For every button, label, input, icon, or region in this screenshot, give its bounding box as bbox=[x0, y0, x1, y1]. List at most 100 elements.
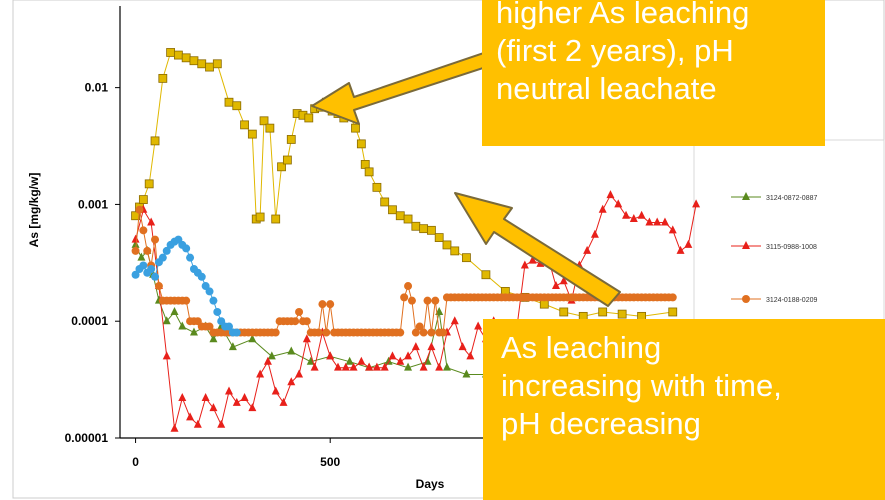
data-point bbox=[271, 386, 280, 395]
data-point bbox=[380, 197, 390, 207]
data-point bbox=[614, 199, 623, 208]
data-point bbox=[144, 179, 154, 189]
data-point bbox=[263, 356, 272, 365]
data-point bbox=[341, 362, 350, 371]
data-point bbox=[411, 221, 421, 231]
data-point bbox=[259, 116, 269, 126]
data-point bbox=[201, 393, 210, 402]
data-point bbox=[131, 246, 140, 255]
data-point bbox=[528, 255, 537, 264]
data-point bbox=[318, 300, 327, 309]
annotation-bottom-line-2: increasing with time, bbox=[501, 368, 782, 403]
data-point bbox=[209, 403, 218, 412]
data-point bbox=[151, 272, 160, 281]
data-point bbox=[197, 272, 206, 281]
y-axis-title: As [mg/kg/w] bbox=[27, 173, 41, 248]
data-point bbox=[248, 334, 257, 343]
data-point bbox=[291, 317, 300, 326]
data-point bbox=[139, 226, 148, 235]
legend: 3124-0872-0887 3115-0988-1008 3124-0188-02… bbox=[731, 192, 817, 304]
data-point bbox=[178, 393, 187, 402]
data-point bbox=[135, 205, 144, 214]
data-point bbox=[668, 293, 677, 302]
annotation-bottom-line-3: pH decreasing bbox=[501, 406, 701, 441]
data-point bbox=[205, 287, 214, 296]
data-point bbox=[232, 101, 242, 111]
data-point bbox=[182, 244, 191, 253]
data-point bbox=[462, 369, 471, 378]
y-tick-label: 0.00001 bbox=[65, 431, 109, 445]
x-tick-label: 0 bbox=[132, 455, 139, 469]
data-point bbox=[692, 199, 701, 208]
data-point bbox=[181, 53, 191, 63]
data-point bbox=[431, 296, 440, 305]
data-point bbox=[458, 342, 467, 351]
data-point bbox=[481, 270, 491, 280]
data-point bbox=[248, 403, 257, 412]
legend-label: 3124-0188-0209 bbox=[766, 297, 817, 304]
data-point bbox=[396, 356, 405, 365]
data-point bbox=[559, 276, 568, 285]
data-point bbox=[396, 328, 405, 337]
data-point bbox=[365, 362, 374, 371]
annotation-bottom: As leaching increasing with time, pH dec… bbox=[483, 319, 885, 500]
data-point bbox=[551, 281, 560, 290]
data-point bbox=[415, 322, 424, 331]
data-point bbox=[466, 351, 475, 360]
data-point bbox=[357, 356, 366, 365]
data-point bbox=[170, 423, 179, 432]
data-point bbox=[606, 190, 615, 199]
data-point bbox=[388, 205, 397, 215]
data-point bbox=[520, 260, 529, 269]
data-point bbox=[427, 342, 436, 351]
data-point bbox=[205, 322, 214, 331]
data-point bbox=[193, 419, 202, 428]
annotation-top-line-1: higher As leaching bbox=[496, 0, 750, 30]
data-point bbox=[637, 210, 646, 219]
data-point bbox=[684, 239, 693, 248]
data-point bbox=[224, 97, 234, 107]
data-point bbox=[295, 369, 304, 378]
annotation-top-line-3: neutral leachate bbox=[496, 71, 717, 106]
y-tick-label: 0.0001 bbox=[71, 314, 108, 328]
data-point bbox=[403, 214, 413, 224]
data-point bbox=[668, 225, 677, 234]
data-point bbox=[224, 386, 233, 395]
legend-swatch-marker bbox=[742, 192, 750, 200]
data-point bbox=[139, 261, 148, 270]
data-point bbox=[364, 167, 374, 177]
data-point bbox=[209, 334, 218, 343]
data-point bbox=[427, 328, 436, 337]
data-point bbox=[232, 397, 241, 406]
data-point bbox=[462, 253, 471, 263]
data-point bbox=[404, 362, 413, 371]
data-point bbox=[277, 162, 286, 172]
data-point bbox=[224, 322, 233, 331]
data-point bbox=[255, 212, 265, 222]
data-point bbox=[388, 351, 397, 360]
data-point bbox=[287, 346, 296, 355]
data-point bbox=[598, 307, 608, 317]
data-point bbox=[170, 306, 179, 315]
data-point bbox=[404, 282, 413, 291]
data-point bbox=[660, 217, 669, 226]
annotation-top: higher As leaching (first 2 years), pH n… bbox=[482, 0, 825, 146]
series-4 bbox=[131, 235, 241, 337]
data-point bbox=[158, 253, 167, 262]
data-point bbox=[395, 211, 405, 221]
data-point bbox=[189, 56, 199, 66]
data-point bbox=[154, 282, 163, 291]
data-point bbox=[189, 327, 198, 336]
data-point bbox=[419, 328, 428, 337]
data-point bbox=[271, 214, 281, 224]
data-point bbox=[265, 123, 275, 133]
data-point bbox=[147, 217, 156, 226]
data-point bbox=[302, 317, 311, 326]
data-point bbox=[676, 245, 685, 254]
legend-label: 3115-0988-1008 bbox=[766, 244, 817, 251]
data-point bbox=[400, 293, 409, 302]
data-point bbox=[439, 328, 448, 337]
y-tick-label: 0.001 bbox=[78, 197, 108, 211]
data-point bbox=[304, 113, 314, 123]
